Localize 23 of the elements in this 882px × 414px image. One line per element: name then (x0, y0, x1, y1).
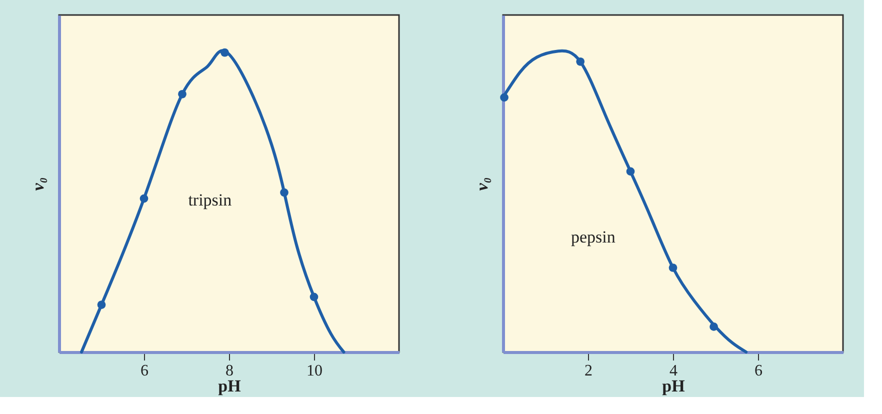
point (140, 194, 148, 203)
x-tick-label: 6 (140, 362, 148, 380)
x-tick-label: 6 (754, 362, 762, 380)
point (310, 292, 318, 302)
x-axis-title: pH (662, 376, 685, 396)
x-tick-label: 2 (584, 362, 592, 380)
y-axis-title: v₀ (28, 177, 48, 191)
y-axis-title: v₀ (472, 177, 492, 191)
x-tick-label: 10 (306, 362, 322, 380)
point (220, 48, 229, 57)
point (710, 322, 718, 331)
point (576, 57, 585, 66)
point (97, 300, 106, 309)
point (626, 167, 635, 176)
annotation: tripsin (188, 190, 232, 210)
point (178, 90, 186, 98)
x-axis-title: pH (218, 376, 241, 396)
annotation: pepsin (571, 227, 616, 246)
point (500, 93, 508, 102)
point (668, 264, 678, 272)
x-tick-label: 8 (226, 362, 234, 380)
point (280, 188, 288, 197)
x-tick-label: 4 (670, 362, 678, 380)
